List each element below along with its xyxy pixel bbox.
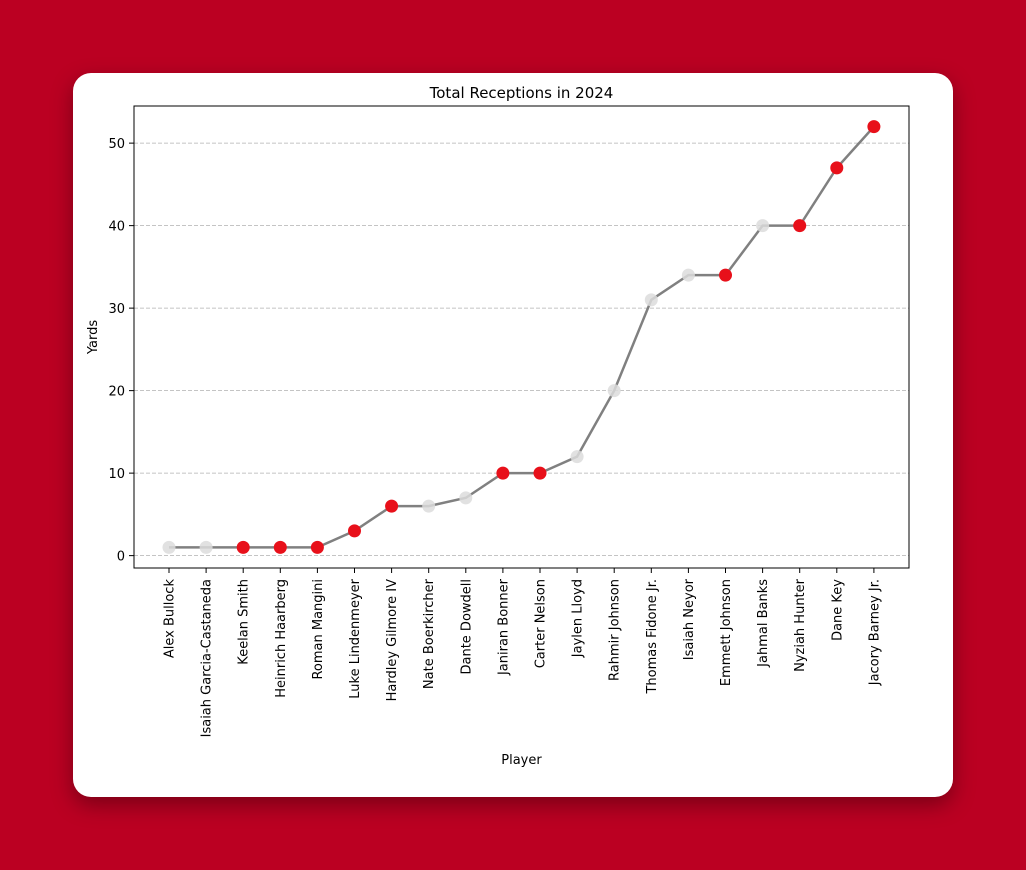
y-tick-label: 10 [108, 467, 125, 482]
data-point-highlight [867, 120, 881, 134]
data-point [162, 540, 176, 554]
chart-card [73, 73, 953, 797]
y-tick-label: 0 [117, 550, 125, 565]
x-tick-label: Nyziah Hunter [793, 578, 808, 672]
x-tick-label: Emmett Johnson [719, 579, 734, 686]
x-tick-label: Jacory Barney Jr. [867, 579, 882, 686]
y-tick-label: 20 [108, 385, 125, 400]
x-tick-label: Jahmal Banks [756, 579, 771, 668]
x-tick-label: Janiran Bonner [496, 578, 511, 676]
x-tick-label: Nate Boerkircher [422, 578, 437, 689]
data-point-highlight [273, 540, 287, 554]
series-line [169, 125, 875, 549]
x-tick-label: Thomas Fidone Jr. [645, 579, 660, 695]
data-point [607, 384, 621, 398]
x-axis: Alex Bullock Isaiah Garcia-Castaneda Keela… [163, 568, 882, 737]
data-point [199, 540, 213, 554]
data-point-highlight [533, 466, 547, 480]
x-tick-label: Roman Mangini [311, 579, 326, 680]
data-point-highlight [385, 499, 399, 513]
x-tick-label: Dane Key [830, 579, 845, 641]
data-point [681, 268, 695, 282]
data-point-highlight [236, 540, 250, 554]
x-tick-label: Dante Dowdell [459, 579, 474, 675]
y-axis-label: Yards [86, 320, 101, 355]
x-tick-label: Hardley Gilmore IV [385, 579, 400, 701]
y-tick-label: 30 [108, 302, 125, 317]
x-tick-label: Alex Bullock [163, 579, 178, 659]
data-point [422, 499, 436, 513]
data-points [162, 120, 881, 554]
grid-lines [134, 142, 909, 557]
x-tick-label: Rahmir Johnson [608, 579, 623, 681]
x-tick-label: Isaiah Neyor [682, 578, 697, 660]
data-point-highlight [793, 219, 807, 233]
x-tick-label: Isaiah Garcia-Castaneda [200, 579, 215, 737]
x-tick-label: Carter Nelson [534, 579, 549, 668]
x-tick-label: Keelan Smith [237, 579, 252, 665]
data-point-highlight [719, 268, 732, 282]
data-point-highlight [348, 524, 361, 538]
x-tick-label: Heinrich Haarberg [274, 579, 289, 698]
data-point [570, 450, 584, 464]
y-tick-label: 50 [108, 137, 125, 152]
data-point-highlight [310, 540, 324, 554]
y-tick-label: 40 [108, 220, 125, 235]
data-point [756, 219, 770, 233]
y-axis: 0 10 20 30 40 50 [108, 137, 134, 565]
x-tick-label: Luke Lindenmeyer [348, 578, 363, 698]
x-tick-label: Jaylen Lloyd [571, 579, 586, 658]
data-point [459, 491, 473, 505]
data-point-highlight [496, 466, 510, 480]
data-point [644, 293, 658, 307]
plot-area [133, 105, 910, 569]
chart-title: Total Receptions in 2024 [429, 84, 614, 102]
data-point-highlight [830, 161, 844, 175]
x-axis-label: Player [501, 753, 542, 768]
